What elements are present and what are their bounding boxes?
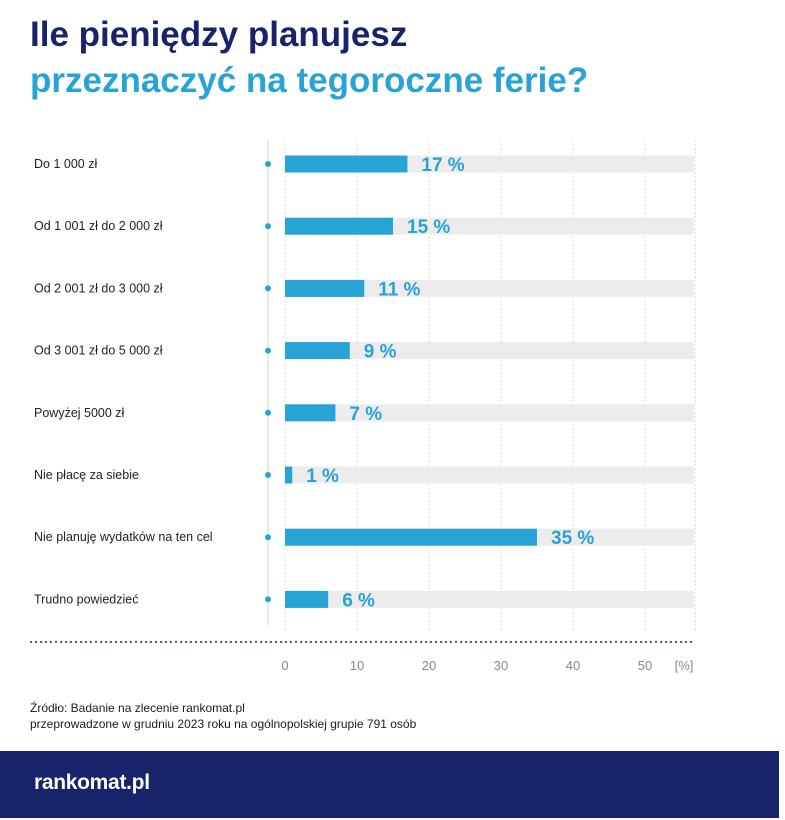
category-label-5: Nie płacę za siebie [34,468,139,482]
row-marker-5 [265,472,271,478]
tick-label-3: 30 [494,658,508,673]
bar-track-7 [285,590,694,608]
bar-3 [285,342,350,360]
bar-2 [285,279,365,297]
value-label-4: 7 % [349,404,382,425]
source-line-2: przeprowadzone w grudniu 2023 roku na og… [30,717,417,731]
source-note: Źródło: Badanie na zlecenie rankomat.pl … [30,700,416,732]
source-line-1: Źródło: Badanie na zlecenie rankomat.pl [30,701,245,715]
bar-7 [285,590,329,608]
bar-0 [285,155,408,173]
tick-label-5: 50 [638,658,652,673]
tick-label-0: 0 [281,658,288,673]
category-label-6: Nie planuję wydatków na ten cel [34,530,213,544]
bar-track-4 [285,404,694,422]
rankomat-logo: rankomat.pl [34,771,150,794]
chart-title-line-2: przeznaczyć na tegoroczne ferie? [30,61,589,100]
chart-title: Ile pieniędzy planujesz przeznaczyć na t… [30,12,588,104]
category-label-0: Do 1 000 zł [34,157,97,171]
row-marker-0 [265,161,271,167]
category-label-3: Od 3 001 zł do 5 000 zł [34,344,163,358]
tick-label-4: 40 [566,658,580,673]
bar-4 [285,404,336,422]
category-label-7: Trudno powiedzieć [34,592,138,606]
category-label-1: Od 1 001 zł do 2 000 zł [34,219,163,233]
chart-title-line-1: Ile pieniędzy planujesz [30,15,408,54]
value-label-5: 1 % [306,466,339,487]
bar-chart: Do 1 000 zł 17 % Od 1 001 zł do 2 000 zł 15… [30,140,696,673]
tick-label-2: 20 [422,658,436,673]
bar-5 [285,466,293,484]
row-marker-3 [265,347,271,354]
value-label-6: 35 % [551,528,594,549]
row-marker-4 [265,409,271,416]
row-marker-7 [265,596,271,603]
bar-track-3 [285,342,694,360]
bar-6 [285,528,537,546]
bar-1 [285,217,393,235]
category-label-2: Od 2 001 zł do 3 000 zł [34,281,163,295]
value-label-2: 11 % [378,279,420,300]
value-label-1: 15 % [407,217,450,238]
value-label-0: 17 % [421,155,464,176]
value-label-3: 9 % [364,342,397,363]
bar-track-2 [285,279,694,297]
category-label-4: Powyżej 5000 zł [34,406,125,420]
axis-unit-label: [%] [675,658,694,673]
footer-bar: rankomat.pl [0,751,779,818]
tick-label-1: 10 [350,658,364,673]
value-label-7: 6 % [342,590,375,611]
row-marker-6 [265,534,271,541]
row-marker-2 [265,285,271,292]
bar-track-5 [285,466,694,484]
row-marker-1 [265,223,271,230]
